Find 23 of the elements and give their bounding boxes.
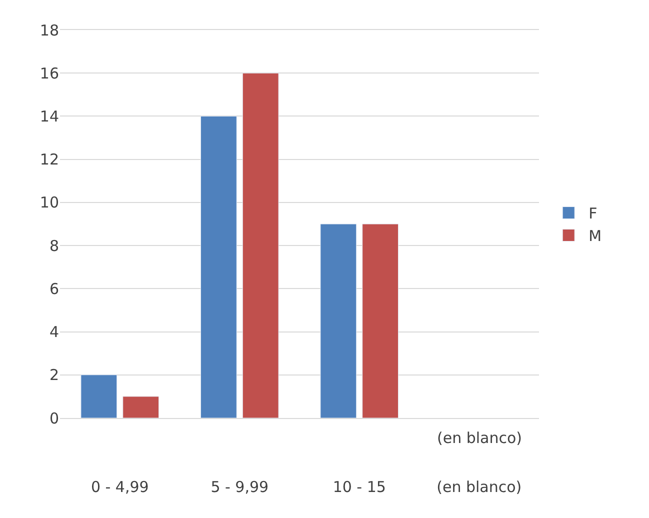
y-tick-label: 18: [40, 21, 59, 40]
y-tick-label: 16: [40, 64, 59, 82]
legend-label: F: [588, 204, 598, 223]
bar: [362, 224, 399, 418]
x-tick-label: 0 - 4,99: [90, 478, 149, 496]
x-tick-label: 10 - 15: [332, 478, 386, 496]
y-tick-label: 14: [40, 107, 59, 126]
bar: [122, 396, 160, 418]
y-tick-label: 12: [40, 150, 59, 169]
x-tick-label: 5 - 9,99: [210, 478, 269, 496]
text: (en blanco): [437, 429, 522, 447]
y-tick-label: 8: [49, 236, 59, 255]
x-tick-label: (en blanco): [436, 478, 522, 496]
bar: [200, 116, 237, 418]
y-tick-label: 6: [49, 280, 59, 298]
bar: [320, 224, 357, 418]
y-tick-label: 10: [40, 194, 59, 212]
legend-label: M: [588, 227, 602, 246]
y-tick-label: 2: [49, 366, 59, 384]
bar: [80, 374, 118, 418]
bar: [242, 72, 279, 418]
y-tick-label: 4: [49, 323, 59, 342]
y-tick-label: 0: [49, 409, 59, 428]
